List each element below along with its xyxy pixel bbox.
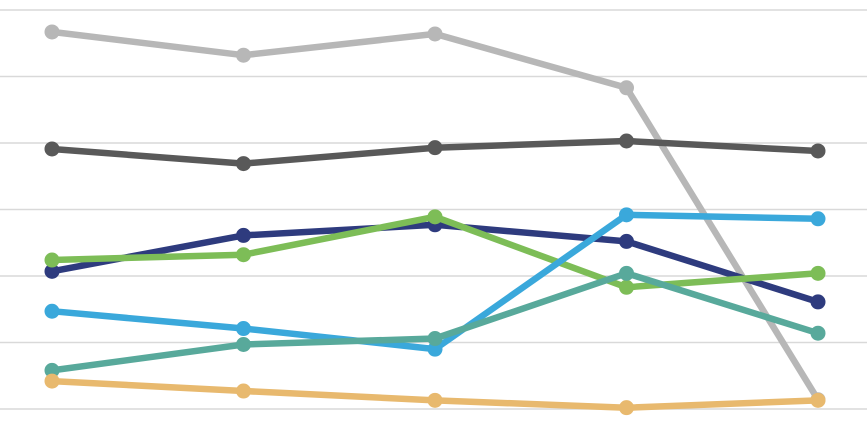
data-point[interactable] xyxy=(44,362,60,378)
data-point[interactable] xyxy=(619,80,634,96)
data-point[interactable] xyxy=(44,24,60,40)
data-point[interactable] xyxy=(810,294,826,310)
data-point[interactable] xyxy=(427,140,443,156)
data-point[interactable] xyxy=(810,392,826,408)
data-point[interactable] xyxy=(427,26,443,42)
series-group xyxy=(44,24,826,416)
data-point[interactable] xyxy=(810,265,826,281)
data-point[interactable] xyxy=(810,143,826,159)
data-point[interactable] xyxy=(427,341,443,357)
series-5 xyxy=(44,207,826,357)
series-6 xyxy=(44,265,826,378)
data-point[interactable] xyxy=(236,383,251,399)
series-line xyxy=(48,221,822,306)
data-point[interactable] xyxy=(427,392,443,408)
data-point[interactable] xyxy=(810,325,826,341)
data-point[interactable] xyxy=(44,141,60,157)
data-point[interactable] xyxy=(236,321,251,337)
data-point[interactable] xyxy=(619,279,634,295)
data-point[interactable] xyxy=(236,336,251,352)
data-point[interactable] xyxy=(427,209,443,225)
data-point[interactable] xyxy=(44,252,60,268)
data-point[interactable] xyxy=(619,233,634,249)
series-1 xyxy=(44,24,826,408)
data-point[interactable] xyxy=(44,373,60,389)
series-3 xyxy=(44,217,826,310)
series-7 xyxy=(44,373,826,416)
series-2 xyxy=(44,133,826,172)
data-point[interactable] xyxy=(236,156,251,172)
data-point[interactable] xyxy=(810,211,826,227)
data-point[interactable] xyxy=(619,265,634,281)
data-point[interactable] xyxy=(236,47,251,63)
data-point[interactable] xyxy=(619,133,634,149)
data-point[interactable] xyxy=(236,247,251,263)
data-point[interactable] xyxy=(619,207,634,223)
data-point[interactable] xyxy=(619,400,634,416)
data-point[interactable] xyxy=(44,263,60,279)
data-point[interactable] xyxy=(236,227,251,243)
series-4 xyxy=(44,209,826,295)
data-point[interactable] xyxy=(427,331,443,347)
data-point[interactable] xyxy=(44,303,60,319)
